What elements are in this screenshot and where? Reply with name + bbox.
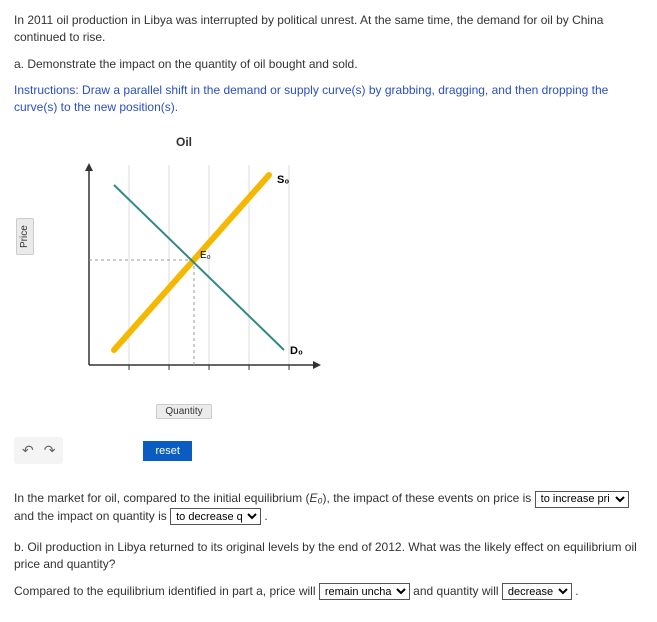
chart-title: Oil (14, 134, 354, 151)
instructions: Instructions: Draw a parallel shift in t… (14, 82, 643, 116)
q1-end: . (261, 509, 268, 523)
q1-pre: In the market for oil, compared to the i… (14, 491, 309, 505)
x-axis-label-wrap: Quantity (14, 405, 354, 419)
q1-mid: ), the impact of these events on price i… (323, 491, 535, 505)
q2-mid: and quantity will (413, 584, 502, 598)
q1-var: E₀ (309, 491, 322, 505)
q1-mid2: and the impact on quantity is (14, 509, 170, 523)
chart-controls: ↶ ↷ reset (14, 437, 354, 465)
q2-pre: Compared to the equilibrium identified i… (14, 584, 319, 598)
intro-text: In 2011 oil production in Libya was inte… (14, 12, 643, 46)
redo-icon[interactable]: ↷ (42, 441, 58, 461)
chart-area: Oil Price S₀ D₀ E₀ Quantity ↶ ↷ reset (14, 130, 643, 468)
qty2-select[interactable]: decrease (502, 583, 572, 600)
part-a-text: a. Demonstrate the impact on the quantit… (14, 56, 643, 73)
qty-impact-select[interactable]: to decrease q (170, 508, 261, 525)
question-2: Compared to the equilibrium identified i… (14, 583, 643, 601)
instructions-body-text: Draw a parallel shift in the demand or s… (14, 83, 608, 114)
undo-icon[interactable]: ↶ (20, 441, 36, 461)
svg-text:D₀: D₀ (290, 345, 303, 357)
svg-text:S₀: S₀ (277, 174, 289, 186)
price2-select[interactable]: remain uncha (319, 583, 410, 600)
question-1: In the market for oil, compared to the i… (14, 490, 643, 525)
svg-text:E₀: E₀ (200, 250, 211, 261)
reset-button[interactable]: reset (143, 441, 191, 461)
chart-wrap[interactable]: Price S₀ D₀ E₀ (14, 155, 354, 405)
undo-redo-group: ↶ ↷ (14, 437, 63, 465)
x-axis-label: Quantity (156, 404, 211, 419)
part-b-text: b. Oil production in Libya returned to i… (14, 539, 643, 573)
oil-chart[interactable]: S₀ D₀ E₀ (44, 155, 344, 380)
y-axis-label: Price (16, 218, 34, 255)
q2-end: . (572, 584, 579, 598)
instructions-label: Instructions: (14, 83, 79, 97)
price-impact-select[interactable]: to increase pri (535, 491, 629, 508)
